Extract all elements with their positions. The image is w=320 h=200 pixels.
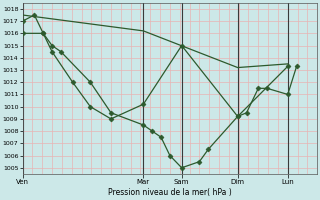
X-axis label: Pression niveau de la mer( hPa ): Pression niveau de la mer( hPa ) (108, 188, 232, 197)
